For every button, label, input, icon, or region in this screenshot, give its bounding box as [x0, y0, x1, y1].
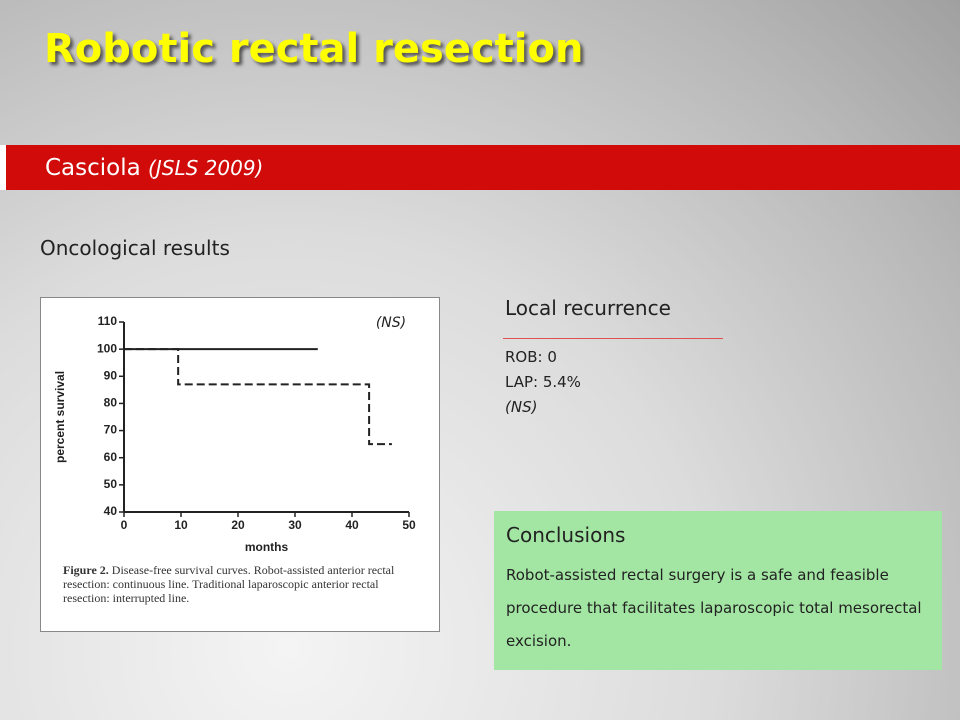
conclusions-text: Robot-assisted rectal surgery is a safe …	[506, 566, 922, 650]
x-tick-label: 50	[402, 518, 416, 532]
figure: 40 50 60 70 80 90 100 110 0 10 20 30 40 50 months perce…	[40, 297, 440, 632]
subtitle-bar	[0, 145, 960, 190]
y-tick-label: 50	[104, 477, 118, 491]
y-tick-label: 60	[104, 450, 118, 464]
y-tick-label: 40	[104, 504, 118, 518]
survival-curve	[124, 348, 392, 446]
divider	[503, 338, 723, 339]
x-tick-label: 30	[288, 518, 302, 532]
recurrence-list: ROB: 0 LAP: 5.4% (NS)	[505, 345, 581, 420]
caption-label: Figure 2.	[63, 563, 109, 577]
y-tick-label: 90	[104, 368, 118, 382]
recurrence-line: (NS)	[505, 398, 538, 416]
x-axis-label: months	[245, 540, 289, 554]
conclusions-box: Conclusions Robot-assisted rectal surger…	[494, 511, 942, 670]
x-tick-label: 40	[345, 518, 359, 532]
x-tick-label: 20	[231, 518, 245, 532]
recurrence-line: LAP: 5.4%	[505, 373, 581, 391]
chart: 40 50 60 70 80 90 100 110 0 10 20 30 40 50 months perce…	[53, 314, 416, 554]
conclusions-heading: Conclusions	[506, 523, 626, 547]
recurrence-line: ROB: 0	[505, 348, 557, 366]
y-tick-label: 110	[98, 314, 118, 328]
x-tick-label: 0	[121, 518, 128, 532]
y-tick-label: 100	[97, 341, 117, 355]
caption: Figure 2. Disease-free survival curves. …	[63, 563, 403, 605]
y-tick-label: 80	[104, 396, 118, 410]
y-tick-label: 70	[104, 423, 118, 437]
source: (JSLS 2009)	[148, 156, 264, 180]
y-axis-label: percent survival	[53, 371, 67, 463]
caption-text: Disease-free survival curves. Robot-assi…	[63, 563, 395, 605]
author: Casciola	[45, 155, 141, 181]
subtitle: Casciola (JSLS 2009)	[45, 155, 263, 181]
x-tick-label: 10	[174, 518, 188, 532]
annotation: (NS)	[376, 315, 406, 331]
section-heading: Oncological results	[40, 236, 230, 260]
recurrence-heading: Local recurrence	[505, 296, 671, 320]
slide-title: Robotic rectal resection	[44, 26, 584, 72]
